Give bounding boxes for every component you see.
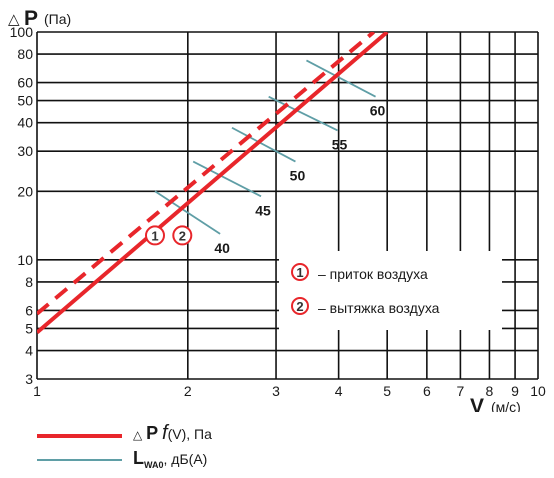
lwa-line-45	[192, 160, 262, 198]
x-tick-label-6: 6	[423, 383, 431, 399]
legend-marker-1-text: 1	[296, 265, 303, 280]
series-marker-2	[172, 225, 193, 246]
series-lines	[37, 32, 389, 335]
x-tick-label-7: 7	[456, 383, 464, 399]
y-tick-label-40: 40	[17, 115, 33, 131]
x-tick-label-5: 5	[383, 383, 391, 399]
x-tick-label-2: 2	[184, 383, 192, 399]
x-tick-label-8: 8	[486, 383, 494, 399]
y-tick-label-6: 6	[25, 302, 33, 318]
pressure-velocity-chart: △ P (Па) V (м/с) 1 2 3 4 5 6 7 8 9 10345681020304…	[8, 7, 546, 412]
bottom-legend-pressure-line	[37, 434, 122, 438]
legend-box: 1 – приток воздуха 2 – вытяжка воздуха	[279, 251, 502, 330]
x-tick-label-1: 1	[33, 383, 41, 399]
x-axis-unit: (м/с)	[491, 399, 521, 412]
y-tick-label-5: 5	[25, 320, 33, 336]
legend-item-1-text: – приток воздуха	[318, 266, 428, 282]
lwa-line-50	[231, 126, 296, 163]
lwa-label-45: 45	[255, 202, 271, 218]
y-tick-label-4: 4	[25, 343, 33, 359]
bottom-legend-lwa: LWA0, дБ(А)	[0, 448, 554, 478]
x-axis-symbol: V	[470, 395, 484, 412]
y-tick-label-10: 10	[17, 252, 33, 268]
legend-item-2-text: – вытяжка воздуха	[318, 300, 440, 316]
bottom-legend: △ P f(V), Па LWA0, дБ(А)	[0, 412, 554, 475]
y-tick-label-50: 50	[17, 93, 33, 109]
legend-marker-1	[291, 263, 309, 281]
bottom-legend-pressure-text: △ P f(V), Па	[133, 422, 212, 445]
bottom-legend-sub: WA0	[144, 459, 164, 470]
x-tick-label-10: 10	[530, 383, 546, 399]
lwa-lines	[154, 59, 376, 235]
y-tick-label-30: 30	[17, 143, 33, 159]
series-marker-1	[144, 225, 165, 246]
y-tick-label-80: 80	[17, 46, 33, 62]
series-marker-text-1: 1	[151, 228, 158, 243]
bottom-legend-lwa-text: LWA0, дБ(А)	[133, 448, 207, 470]
legend-marker-2	[291, 297, 309, 315]
x-tick-label-9: 9	[511, 383, 519, 399]
lwa-label-60: 60	[370, 103, 386, 119]
bottom-legend-lwa-line	[37, 459, 122, 461]
y-tick-label-8: 8	[25, 274, 33, 290]
bottom-legend-p: P	[146, 423, 159, 443]
y-axis-symbol: P	[24, 7, 38, 30]
bottom-legend-pressure: △ P f(V), Па	[0, 420, 554, 450]
bottom-legend-lwa-rest: , дБ(А)	[163, 451, 208, 467]
series-line-1	[37, 32, 389, 335]
bottom-legend-f: f	[162, 422, 168, 444]
lwa-labels: 40 45 50 55 60	[214, 103, 385, 256]
y-tick-label-20: 20	[17, 183, 33, 199]
y-tick-label-100: 100	[10, 24, 34, 40]
series-line-2	[37, 32, 376, 316]
bottom-legend-delta: △	[133, 428, 143, 442]
bottom-legend-l: L	[133, 448, 144, 468]
y-tick-label-3: 3	[25, 371, 33, 387]
legend-marker-2-text: 2	[296, 299, 303, 314]
bottom-legend-pressure-rest: (V), Па	[167, 426, 212, 442]
x-tick-label-4: 4	[335, 383, 343, 399]
lwa-line-40	[154, 190, 221, 235]
lwa-line-60	[306, 59, 376, 98]
x-tick-label-3: 3	[272, 383, 280, 399]
y-tick-label-60: 60	[17, 75, 33, 91]
lwa-label-55: 55	[332, 136, 348, 152]
y-axis-unit: (Па)	[44, 11, 71, 27]
y-axis-delta: △	[8, 11, 20, 28]
lwa-line-55	[268, 95, 338, 132]
series-marker-text-2: 2	[179, 228, 186, 243]
lwa-label-50: 50	[290, 168, 306, 184]
lwa-label-40: 40	[214, 240, 230, 256]
legend-box-bg	[279, 251, 502, 330]
